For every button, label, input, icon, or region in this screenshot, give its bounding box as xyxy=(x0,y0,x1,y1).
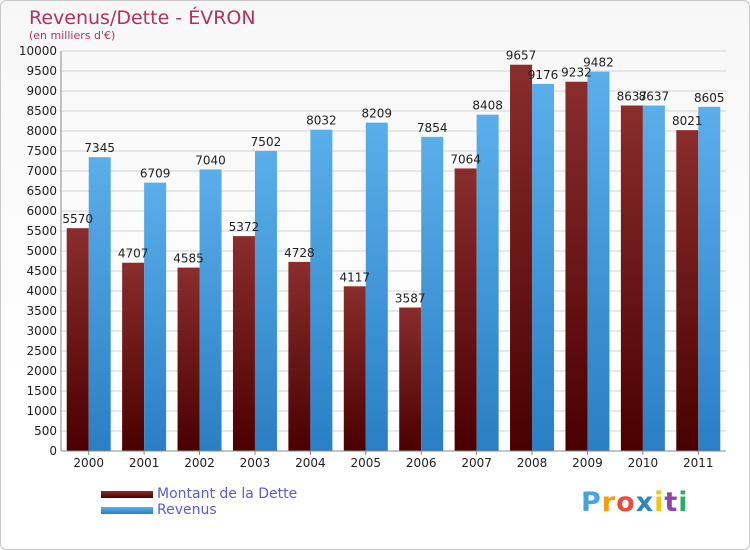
legend-swatch-debt xyxy=(101,491,153,498)
bar-dette-2000 xyxy=(66,228,89,451)
value-label: 7502 xyxy=(251,135,282,149)
value-label: 8605 xyxy=(694,91,725,105)
bar-revenus-2008 xyxy=(532,83,555,452)
value-label: 8637 xyxy=(639,90,670,104)
bar-dette-2011 xyxy=(676,130,699,451)
y-tick-label: 6000 xyxy=(26,204,57,218)
x-tick-label: 2010 xyxy=(628,456,659,470)
y-tick-label: 0 xyxy=(49,444,57,458)
bar-revenus-2001 xyxy=(144,182,167,451)
bar-dette-2010 xyxy=(620,105,643,452)
y-tick-label: 5000 xyxy=(26,244,57,258)
bar-dette-2008 xyxy=(510,64,533,451)
bar-revenus-2004 xyxy=(310,129,333,451)
x-tick-label: 2000 xyxy=(73,456,104,470)
bar-dette-2006 xyxy=(399,307,422,451)
value-label: 9232 xyxy=(561,66,592,80)
value-label: 5570 xyxy=(62,212,93,226)
bar-dette-2001 xyxy=(122,262,145,451)
grid xyxy=(61,50,726,452)
legend-label-debt: Montant de la Dette xyxy=(157,486,298,502)
x-tick-label: 2004 xyxy=(295,456,326,470)
y-tick-label: 6500 xyxy=(26,184,57,198)
bar-dette-2003 xyxy=(232,236,255,451)
y-tick-label: 7000 xyxy=(26,164,57,178)
proxiti-logo: Proxiti xyxy=(581,487,689,518)
y-tick-label: 2000 xyxy=(26,364,57,378)
y-tick-label: 8500 xyxy=(26,104,57,118)
bars xyxy=(66,64,721,452)
value-label: 4728 xyxy=(284,246,315,260)
x-tick-label: 2001 xyxy=(129,456,160,470)
value-label: 8032 xyxy=(306,114,337,128)
bar-dette-2007 xyxy=(454,168,477,451)
bar-revenus-2009 xyxy=(587,71,610,451)
chart-title: Revenus/Dette - ÉVRON xyxy=(29,7,256,29)
value-label: 5372 xyxy=(229,220,260,234)
bar-dette-2009 xyxy=(565,81,588,451)
value-label: 4117 xyxy=(340,270,371,284)
value-label: 3587 xyxy=(395,292,426,306)
y-tick-label: 5500 xyxy=(26,224,57,238)
value-label: 8637 xyxy=(617,90,648,104)
y-tick-label: 1000 xyxy=(26,404,57,418)
x-tick-label: 2005 xyxy=(351,456,382,470)
x-tick-label: 2009 xyxy=(572,456,603,470)
y-tick-label: 8000 xyxy=(26,124,57,138)
y-tick-label: 4000 xyxy=(26,284,57,298)
axes: 0 500 1000 1500 2000 2500 3000 3500 4000 4500 5000… xyxy=(19,44,726,470)
value-label: 8021 xyxy=(672,114,703,128)
x-tick-label: 2011 xyxy=(683,456,714,470)
value-label: 8209 xyxy=(362,107,393,121)
bar-dette-2004 xyxy=(288,261,311,451)
y-tick-label: 500 xyxy=(34,424,57,438)
x-tick-label: 2008 xyxy=(517,456,548,470)
bar-revenus-2007 xyxy=(476,114,499,452)
bar-dette-2002 xyxy=(177,267,200,451)
value-label: 9176 xyxy=(528,68,559,82)
x-tick-label: 2007 xyxy=(461,456,492,470)
bar-revenus-2002 xyxy=(199,169,222,451)
bar-revenus-2000 xyxy=(88,157,111,451)
value-label: 4707 xyxy=(118,247,149,261)
value-label: 7854 xyxy=(417,121,448,135)
bar-revenus-2010 xyxy=(642,105,665,452)
y-tick-label: 1500 xyxy=(26,384,57,398)
y-tick-label: 10000 xyxy=(19,44,57,58)
y-tick-label: 2500 xyxy=(26,344,57,358)
bar-revenus-2003 xyxy=(254,150,277,452)
bar-revenus-2005 xyxy=(365,122,388,451)
y-tick-label: 9000 xyxy=(26,84,57,98)
value-labels: 5570 7345 4707 6709 4585 7040 5372 7502 4728 8032… xyxy=(62,49,724,306)
legend-swatch-revenus xyxy=(101,507,153,514)
x-tick-label: 2006 xyxy=(406,456,437,470)
value-label: 8408 xyxy=(472,99,503,113)
y-tick-label: 9500 xyxy=(26,64,57,78)
value-label: 7345 xyxy=(84,141,115,155)
value-label: 9657 xyxy=(506,49,537,63)
y-tick-label: 4500 xyxy=(26,264,57,278)
bar-revenus-2011 xyxy=(698,106,721,452)
value-label: 9482 xyxy=(583,56,614,70)
bar-revenus-2006 xyxy=(421,136,444,451)
legend-label-revenus: Revenus xyxy=(157,502,217,518)
value-label: 6709 xyxy=(140,167,171,181)
value-label: 4585 xyxy=(173,252,204,266)
chart-subtitle: (en milliers d'€) xyxy=(29,29,116,42)
y-tick-label: 3500 xyxy=(26,304,57,318)
bar-dette-2005 xyxy=(343,286,366,451)
value-label: 7040 xyxy=(195,153,226,167)
y-tick-label: 3000 xyxy=(26,324,57,338)
y-tick-label: 7500 xyxy=(26,144,57,158)
x-tick-label: 2002 xyxy=(184,456,215,470)
value-label: 7064 xyxy=(450,152,481,166)
x-tick-label: 2003 xyxy=(240,456,271,470)
